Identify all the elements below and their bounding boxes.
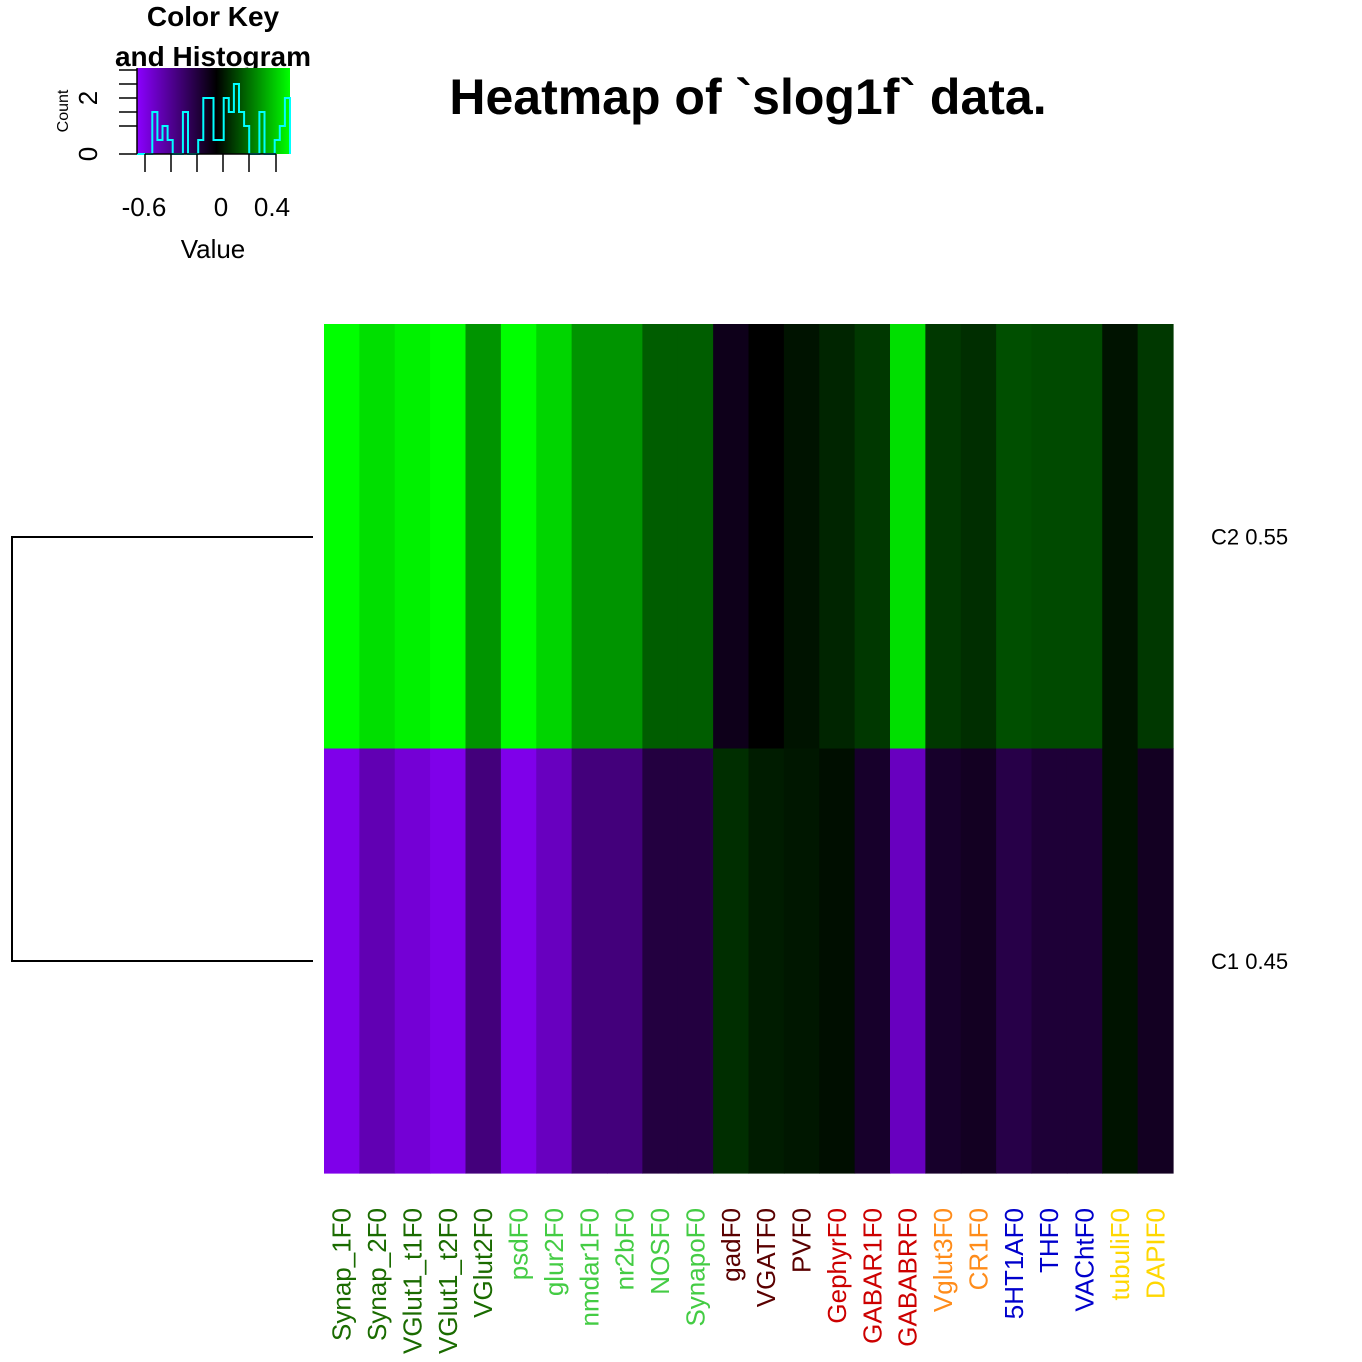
color-key-x-label: Value xyxy=(181,234,246,264)
column-label: VGlut1_t2F0 xyxy=(433,1208,463,1354)
heatmap-cell xyxy=(324,324,360,750)
heatmap-cell xyxy=(1031,324,1068,750)
color-key-x-tick-label: 0 xyxy=(214,192,228,222)
column-label: GABAR1F0 xyxy=(857,1208,887,1344)
row-label: C1 0.45 xyxy=(1211,949,1288,974)
column-label: VAChtF0 xyxy=(1070,1208,1100,1312)
heatmap-cell xyxy=(1066,748,1103,1174)
color-key-x-tick-label: 0.4 xyxy=(254,192,290,222)
color-key-title-line2: and Histogram xyxy=(115,41,311,72)
column-label: CR1F0 xyxy=(963,1208,993,1290)
heatmap-cell xyxy=(925,324,962,750)
heatmap-cell xyxy=(500,324,537,750)
column-label: VGATF0 xyxy=(751,1208,781,1307)
heatmap-cell xyxy=(642,324,679,750)
heatmap-cell xyxy=(677,324,714,750)
heatmap-cell xyxy=(536,324,573,750)
heatmap-cell xyxy=(1102,748,1139,1174)
heatmap-cell xyxy=(430,324,467,750)
column-labels: Synap_1F0 Synap_2F0 VGlut1_t1F0 VGlut1_t2F0… xyxy=(327,1208,1171,1354)
column-label: psdF0 xyxy=(504,1208,534,1280)
chart-title: Heatmap of `slog1f` data. xyxy=(449,69,1046,125)
heatmap-cell xyxy=(500,748,537,1174)
column-label: glur2F0 xyxy=(539,1208,569,1296)
heatmap-cell xyxy=(324,748,360,1174)
heatmap-cell xyxy=(394,324,431,750)
heatmap-cell xyxy=(819,748,856,1174)
heatmap-cell xyxy=(465,748,502,1174)
heatmap-cell xyxy=(783,748,820,1174)
heatmap-cell xyxy=(394,748,431,1174)
heatmap-cell xyxy=(359,748,396,1174)
heatmap-cell xyxy=(960,324,997,750)
column-label: VGlut1_t1F0 xyxy=(397,1208,427,1354)
column-label: Vglut3F0 xyxy=(928,1208,958,1312)
column-label: Synap_2F0 xyxy=(362,1208,392,1341)
column-label: GABABRF0 xyxy=(893,1208,923,1347)
heatmap-cell xyxy=(890,324,926,750)
column-label: gadF0 xyxy=(716,1208,746,1282)
heatmap-cell xyxy=(642,748,679,1174)
column-label: nr2bF0 xyxy=(610,1208,640,1290)
heatmap-cells xyxy=(324,324,1174,1174)
heatmap-cell xyxy=(748,324,785,750)
column-label: THF0 xyxy=(1034,1208,1064,1273)
column-label: GephyrF0 xyxy=(822,1208,852,1324)
heatmap-cell xyxy=(1066,324,1103,750)
heatmap-cell xyxy=(430,748,467,1174)
column-label: VGlut2F0 xyxy=(468,1208,498,1318)
heatmap-cell xyxy=(536,748,573,1174)
color-key-title-line1: Color Key xyxy=(147,1,280,32)
heatmap-cell xyxy=(819,324,856,750)
column-label: SynapoF0 xyxy=(680,1208,710,1327)
heatmap-cell xyxy=(465,324,502,750)
heatmap-cell xyxy=(1137,748,1174,1174)
row-label: C2 0.55 xyxy=(1211,524,1288,549)
row-labels: C2 0.55 C1 0.45 xyxy=(1211,524,1288,974)
heatmap-cell xyxy=(925,748,962,1174)
heatmap-cell xyxy=(960,748,997,1174)
color-key-y-tick-label: 0 xyxy=(73,147,103,161)
color-key-x-tick-label: -0.6 xyxy=(122,192,167,222)
heatmap-cell xyxy=(996,748,1033,1174)
heatmap-cell xyxy=(677,748,714,1174)
heatmap-cell xyxy=(607,324,643,750)
heatmap-cell xyxy=(1031,748,1068,1174)
heatmap-cell xyxy=(748,748,785,1174)
heatmap-cell xyxy=(359,324,396,750)
heatmap-cell xyxy=(713,748,750,1174)
heatmap-cell xyxy=(571,324,608,750)
row-dendrogram xyxy=(11,536,313,962)
color-key-y-label: Count xyxy=(55,89,72,132)
heatmap-cell xyxy=(854,748,891,1174)
column-label: tubuliF0 xyxy=(1105,1208,1135,1301)
heatmap-cell xyxy=(1137,324,1174,750)
color-key-y-tick-label: 2 xyxy=(73,91,103,105)
column-label: Synap_1F0 xyxy=(327,1208,357,1341)
column-label: 5HT1AF0 xyxy=(999,1208,1029,1319)
column-label: NOSF0 xyxy=(645,1208,675,1295)
heatmap-cell xyxy=(713,324,750,750)
column-label: nmdar1F0 xyxy=(574,1208,604,1327)
heatmap-cell xyxy=(571,748,608,1174)
heatmap-cell xyxy=(890,748,926,1174)
color-key: Color Key and Histogram 0 2 Count -0.6 0… xyxy=(55,1,311,264)
dendrogram-branch xyxy=(11,536,313,962)
heatmap-cell xyxy=(1102,324,1139,750)
heatmap-cell xyxy=(854,324,891,750)
heatmap-cell xyxy=(996,324,1033,750)
heatmap-cell xyxy=(783,324,820,750)
column-label: DAPIF0 xyxy=(1140,1208,1170,1299)
heatmap-cell xyxy=(607,748,643,1174)
column-label: PVF0 xyxy=(787,1208,817,1273)
